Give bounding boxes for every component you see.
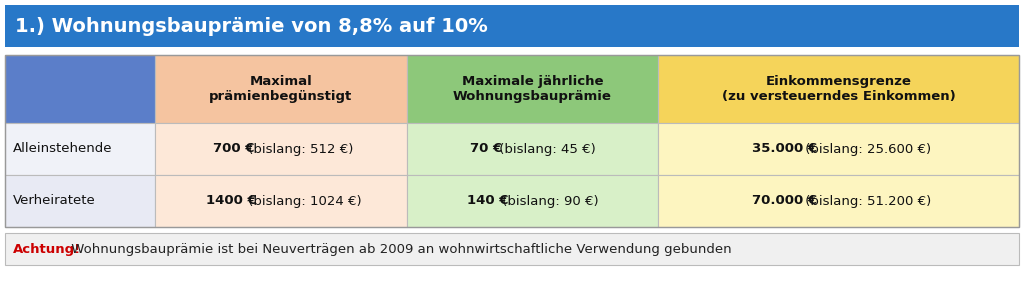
Text: Verheiratete: Verheiratete bbox=[13, 195, 96, 208]
Text: 70.000 €: 70.000 € bbox=[752, 195, 817, 208]
Bar bbox=[658, 123, 1019, 175]
Bar bbox=[658, 175, 1019, 227]
Text: Wohnungsbauprämie ist bei Neuverträgen ab 2009 an wohnwirtschaftliche Verwendung: Wohnungsbauprämie ist bei Neuverträgen a… bbox=[68, 243, 732, 255]
Text: 140 €: 140 € bbox=[467, 195, 509, 208]
Bar bbox=[407, 55, 658, 123]
Text: Achtung!: Achtung! bbox=[13, 243, 81, 255]
Bar bbox=[5, 5, 1019, 47]
Bar bbox=[155, 55, 407, 123]
Text: (bislang: 90 €): (bislang: 90 €) bbox=[499, 195, 599, 208]
Bar bbox=[5, 55, 1019, 227]
Bar bbox=[5, 233, 1019, 265]
Text: Maximale jährliche
Wohnungsbauprämie: Maximale jährliche Wohnungsbauprämie bbox=[453, 75, 611, 103]
Bar bbox=[155, 175, 407, 227]
Text: Einkommensgrenze
(zu versteuerndes Einkommen): Einkommensgrenze (zu versteuerndes Einko… bbox=[722, 75, 955, 103]
Bar bbox=[5, 55, 155, 123]
Text: 35.000 €: 35.000 € bbox=[752, 143, 817, 156]
Text: 700 €: 700 € bbox=[213, 143, 254, 156]
Text: Maximal
prämienbegünstigt: Maximal prämienbegünstigt bbox=[209, 75, 352, 103]
Bar bbox=[155, 123, 407, 175]
Text: 70 €: 70 € bbox=[470, 143, 503, 156]
Text: 1400 €: 1400 € bbox=[207, 195, 257, 208]
Text: (bislang: 51.200 €): (bislang: 51.200 €) bbox=[802, 195, 932, 208]
Bar bbox=[658, 55, 1019, 123]
Text: (bislang: 45 €): (bislang: 45 €) bbox=[495, 143, 596, 156]
Bar bbox=[5, 123, 155, 175]
Text: Alleinstehende: Alleinstehende bbox=[13, 143, 113, 156]
Text: (bislang: 1024 €): (bislang: 1024 €) bbox=[244, 195, 361, 208]
Text: 1.) Wohnungsbauprämie von 8,8% auf 10%: 1.) Wohnungsbauprämie von 8,8% auf 10% bbox=[15, 16, 487, 36]
Bar bbox=[5, 175, 155, 227]
Text: (bislang: 512 €): (bislang: 512 €) bbox=[244, 143, 353, 156]
Bar bbox=[407, 175, 658, 227]
Bar bbox=[407, 123, 658, 175]
Text: (bislang: 25.600 €): (bislang: 25.600 €) bbox=[802, 143, 932, 156]
